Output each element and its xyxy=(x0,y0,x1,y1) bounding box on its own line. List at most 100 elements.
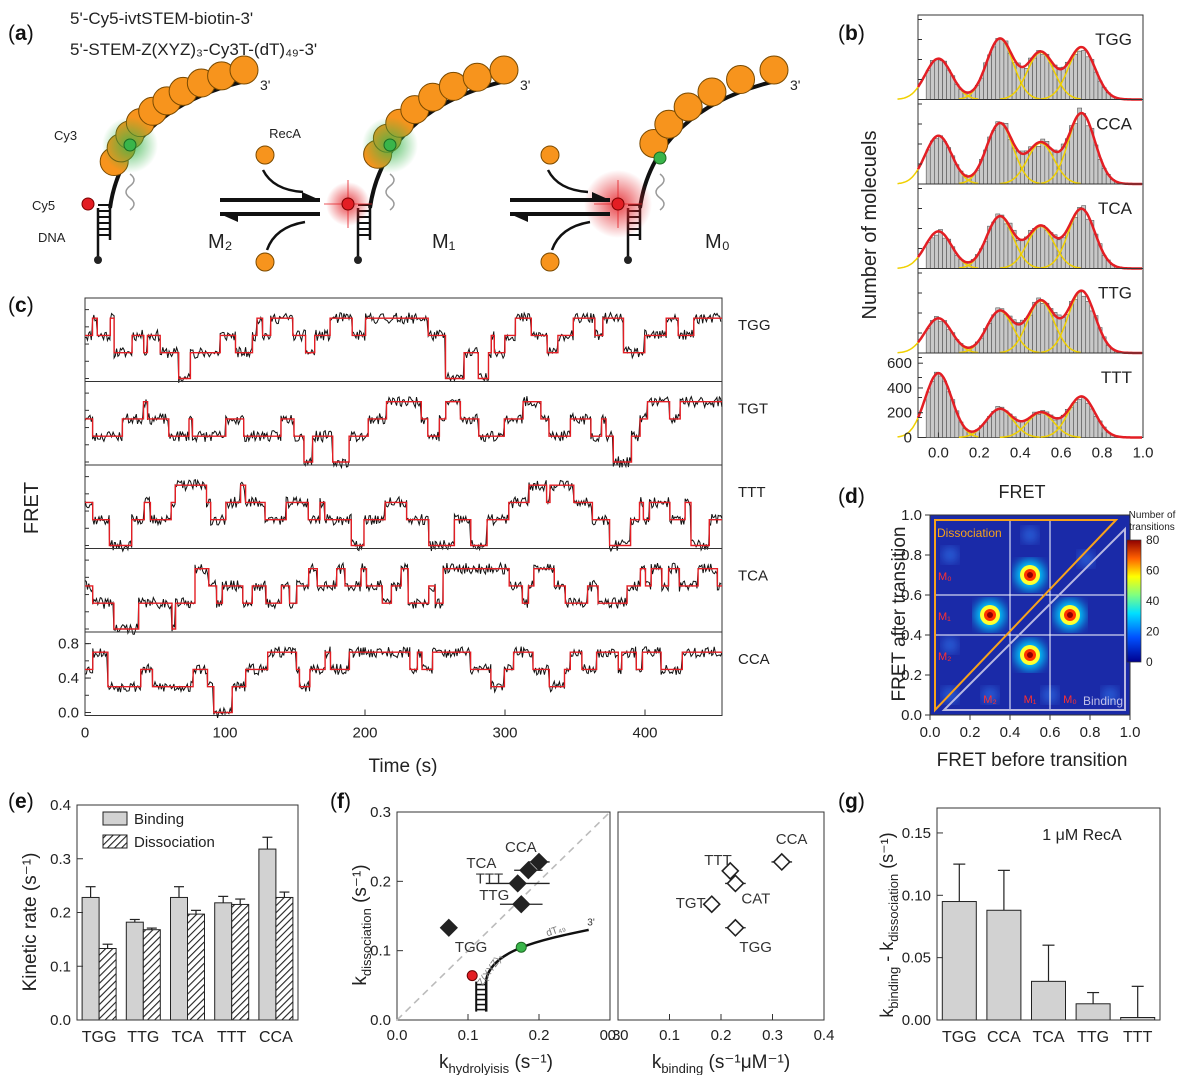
point-label: TCA xyxy=(466,855,496,872)
loop-squiggle xyxy=(125,173,135,211)
hmm-fit-trace xyxy=(85,651,722,714)
histogram-bar xyxy=(1028,314,1033,354)
d-x-axis-label: FRET before transition xyxy=(937,750,1128,771)
cy3-dye xyxy=(515,941,527,953)
binding-arrow xyxy=(546,169,589,194)
trace-frame xyxy=(84,297,723,382)
histogram-bar xyxy=(929,380,935,438)
reca-monomer xyxy=(726,65,756,95)
plot-frame xyxy=(396,811,611,1021)
background-spot xyxy=(982,687,998,703)
histogram-bar xyxy=(1081,113,1087,185)
reca-monomer xyxy=(229,55,259,85)
free-reca-out xyxy=(540,252,560,272)
transition-peak xyxy=(1055,600,1085,630)
binding-bar xyxy=(81,896,100,1021)
d-y-axis-label: FRET after transition xyxy=(889,527,910,702)
forward-arrow-head xyxy=(302,192,320,200)
histogram-bar xyxy=(1052,149,1058,185)
trace-frame xyxy=(84,464,723,549)
y-tick-label: 0.0 xyxy=(901,707,922,724)
y-tick-label: 0.2 xyxy=(901,667,922,684)
total-fit-curve xyxy=(916,111,1142,186)
trace-TTT: TTT xyxy=(84,464,766,553)
colorbar-title: Number of xyxy=(1129,510,1176,521)
x-tick-label: 0.2 xyxy=(969,445,990,462)
y-tick-label: 0.1 xyxy=(370,943,391,960)
y-tick-label: 0.0 xyxy=(370,1012,391,1029)
point-label: CAT xyxy=(741,890,770,907)
x-category-label: TCA xyxy=(172,1029,204,1046)
x-tick-label: 1.0 xyxy=(1120,724,1141,741)
trace-CCA: CCA 0.0 0.4 0.8 xyxy=(58,631,770,722)
y-tick-label: 0.0 xyxy=(58,705,79,722)
ssdna-strand xyxy=(484,928,589,1012)
x-category-label: TCA xyxy=(1033,1029,1065,1046)
x-category-label: TGG xyxy=(82,1029,117,1046)
histogram-bar xyxy=(1032,228,1037,269)
peak-center xyxy=(987,612,993,618)
x-tick-label: 0.8 xyxy=(1080,724,1101,741)
histogram-TCA: TCA xyxy=(897,183,1144,270)
cy5-dye xyxy=(611,197,625,211)
histogram-bar xyxy=(983,241,988,269)
y-tick-label: 0.8 xyxy=(58,636,79,653)
state-m0-label-x: M₀ xyxy=(1063,694,1077,706)
point-label: TGG xyxy=(455,939,488,956)
net-rate-bar xyxy=(1075,1003,1111,1021)
histogram-bar xyxy=(1085,301,1091,354)
state-m1-label: M₁ xyxy=(938,611,951,623)
legend-label-binding: Binding xyxy=(134,811,184,828)
binding-bar xyxy=(170,896,188,1021)
x-category-label: TGG xyxy=(942,1029,977,1046)
histogram-bar xyxy=(925,241,931,269)
histogram-bar xyxy=(991,314,997,354)
histogram-bar xyxy=(1085,56,1091,100)
histogram-bar xyxy=(1024,150,1029,185)
histogram-bar xyxy=(938,229,943,269)
y-tick-label: 200 xyxy=(887,405,912,422)
x-tick-label: 0.1 xyxy=(659,1027,680,1044)
total-fit-curve xyxy=(916,207,1142,270)
dissociation-bar xyxy=(142,929,161,1021)
reca-monomer xyxy=(489,55,519,85)
histogram-bar xyxy=(1089,310,1095,354)
histogram-bar xyxy=(1077,207,1082,269)
trace-frame xyxy=(84,631,723,716)
histogram-bar xyxy=(1077,291,1082,354)
histogram-bar xyxy=(942,237,947,269)
dissociation-arrow xyxy=(550,220,591,251)
panel-label-d: (d) xyxy=(838,485,865,508)
dissociation-bar xyxy=(275,896,294,1021)
state-m1-label-x: M₁ xyxy=(1024,694,1037,706)
point-label: TTG xyxy=(479,887,509,904)
histogram-bar xyxy=(946,69,952,100)
panel-label-f: (f) xyxy=(330,790,351,813)
peak-center xyxy=(1027,652,1033,658)
histogram-bar xyxy=(925,149,931,185)
total-fit-curve xyxy=(916,37,1142,101)
histogram-bar xyxy=(999,122,1005,185)
diamond-marker xyxy=(512,895,531,914)
x-tick-label: 0.0 xyxy=(920,724,941,741)
histogram-label: TTT xyxy=(1101,368,1132,387)
y-tick-label: 0.3 xyxy=(50,851,71,868)
peak-center xyxy=(1067,612,1073,618)
x-tick-label: 0.2 xyxy=(960,724,981,741)
histogram-bar xyxy=(934,138,939,185)
histogram-bar xyxy=(1003,410,1009,438)
histogram-bar xyxy=(991,46,997,100)
histogram-label: TCA xyxy=(1098,199,1133,218)
hmm-fit-trace xyxy=(85,568,722,630)
reca-monomer xyxy=(654,109,684,139)
binding-label: Binding xyxy=(1083,694,1123,708)
background-spot xyxy=(942,637,958,653)
trace-label: TGG xyxy=(738,317,771,334)
x-tick-label: 200 xyxy=(352,725,377,742)
histogram-bar xyxy=(925,70,931,100)
reca-label: RecA xyxy=(269,126,301,141)
histogram-bar xyxy=(1040,54,1046,100)
free-reca-in xyxy=(540,145,560,165)
state-m0-label: M₀ xyxy=(938,571,952,583)
x-tick-label: 400 xyxy=(632,725,657,742)
